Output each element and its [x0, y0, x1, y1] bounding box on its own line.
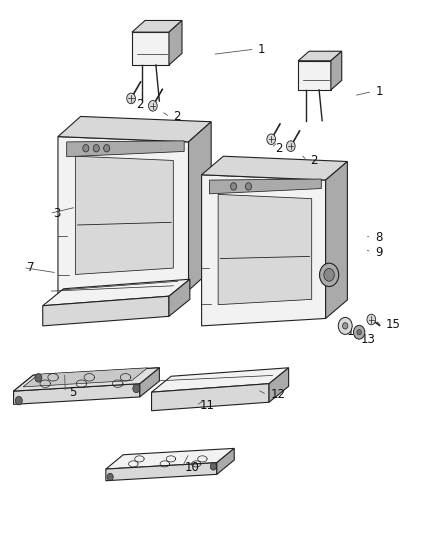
Text: 7: 7	[27, 261, 34, 274]
Circle shape	[357, 329, 361, 335]
Polygon shape	[269, 368, 289, 402]
Circle shape	[107, 473, 113, 481]
Text: 1: 1	[376, 85, 383, 98]
Text: 12: 12	[270, 389, 285, 401]
Circle shape	[230, 183, 237, 190]
Circle shape	[148, 101, 157, 111]
Text: 11: 11	[199, 399, 215, 412]
Polygon shape	[201, 175, 325, 326]
Circle shape	[267, 134, 276, 144]
Polygon shape	[298, 61, 331, 90]
Text: 2: 2	[136, 98, 144, 111]
Text: 13: 13	[360, 333, 375, 346]
Text: 2: 2	[311, 154, 318, 167]
Polygon shape	[43, 296, 169, 326]
Circle shape	[127, 93, 135, 104]
Polygon shape	[298, 51, 342, 61]
Polygon shape	[169, 279, 190, 317]
Polygon shape	[106, 463, 217, 481]
Circle shape	[83, 144, 89, 152]
Polygon shape	[132, 32, 169, 65]
Text: 2: 2	[173, 110, 181, 124]
Text: 2: 2	[275, 142, 282, 155]
Polygon shape	[169, 20, 182, 65]
Polygon shape	[201, 156, 347, 180]
Circle shape	[35, 374, 42, 382]
Polygon shape	[331, 51, 342, 90]
Text: 14: 14	[346, 325, 361, 338]
Text: 4: 4	[101, 169, 108, 182]
Polygon shape	[325, 161, 347, 318]
Polygon shape	[132, 20, 182, 32]
Circle shape	[338, 317, 352, 334]
Polygon shape	[218, 195, 312, 305]
Polygon shape	[217, 448, 234, 474]
Circle shape	[343, 322, 348, 329]
Circle shape	[367, 314, 376, 325]
Circle shape	[286, 141, 295, 151]
Polygon shape	[14, 368, 159, 391]
Text: 6: 6	[79, 257, 86, 270]
Polygon shape	[14, 368, 159, 391]
Circle shape	[104, 144, 110, 152]
Text: 10: 10	[185, 462, 200, 474]
Polygon shape	[106, 448, 234, 469]
Polygon shape	[67, 141, 184, 157]
Text: 3: 3	[53, 207, 60, 220]
Circle shape	[133, 384, 140, 393]
Polygon shape	[188, 122, 211, 290]
Text: 8: 8	[375, 231, 382, 244]
Text: 1: 1	[258, 43, 266, 55]
Circle shape	[324, 269, 334, 281]
Circle shape	[320, 263, 339, 287]
Polygon shape	[140, 368, 159, 397]
Text: 9: 9	[375, 246, 382, 259]
Text: 5: 5	[69, 386, 76, 399]
Polygon shape	[23, 368, 148, 387]
Polygon shape	[209, 179, 321, 194]
Text: 15: 15	[385, 318, 400, 332]
Polygon shape	[58, 136, 188, 298]
Polygon shape	[58, 116, 211, 142]
Circle shape	[245, 183, 251, 190]
Circle shape	[353, 325, 365, 339]
Polygon shape	[14, 384, 140, 405]
Circle shape	[15, 397, 22, 405]
Circle shape	[93, 144, 99, 152]
Polygon shape	[75, 156, 173, 274]
Circle shape	[210, 463, 216, 470]
Polygon shape	[152, 384, 269, 411]
Polygon shape	[152, 368, 289, 392]
Polygon shape	[43, 279, 190, 306]
